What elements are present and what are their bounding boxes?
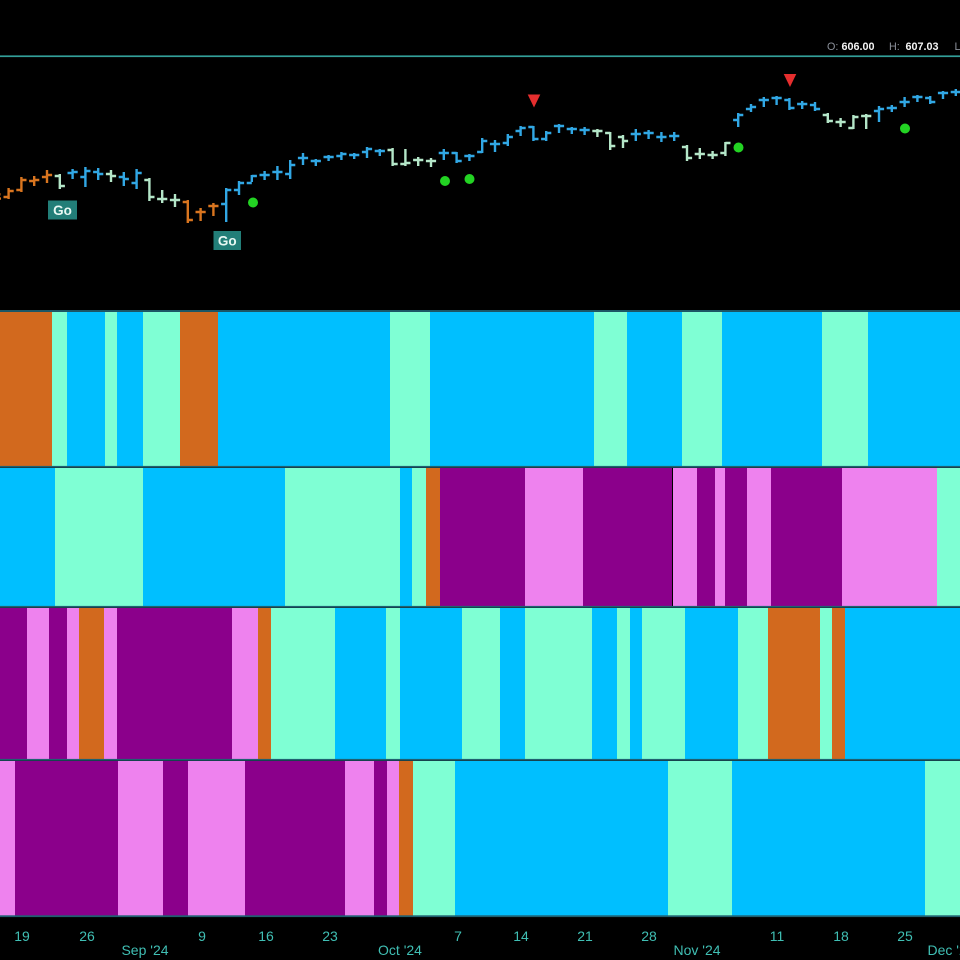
svg-text:Oct '24: Oct '24: [378, 942, 422, 958]
svg-text:26: 26: [79, 928, 95, 944]
svg-text:25: 25: [897, 928, 913, 944]
svg-text:Go: Go: [53, 203, 72, 218]
svg-text:16: 16: [258, 928, 274, 944]
svg-text:11: 11: [770, 928, 785, 944]
svg-text:28: 28: [641, 928, 657, 944]
svg-text:O:606.00H:607.03L: O: 606.00 H: 607.03 L: [827, 41, 960, 53]
svg-text:Dec '24: Dec '24: [927, 942, 960, 958]
svg-text:21: 21: [577, 928, 593, 944]
svg-text:9: 9: [198, 928, 206, 944]
svg-text:7: 7: [454, 928, 462, 944]
svg-text:Sep '24: Sep '24: [121, 942, 168, 958]
svg-text:Go: Go: [218, 234, 237, 249]
svg-text:18: 18: [833, 928, 849, 944]
svg-text:19: 19: [14, 928, 30, 944]
svg-text:14: 14: [513, 928, 529, 944]
svg-text:23: 23: [322, 928, 338, 944]
svg-text:Nov '24: Nov '24: [673, 942, 720, 958]
